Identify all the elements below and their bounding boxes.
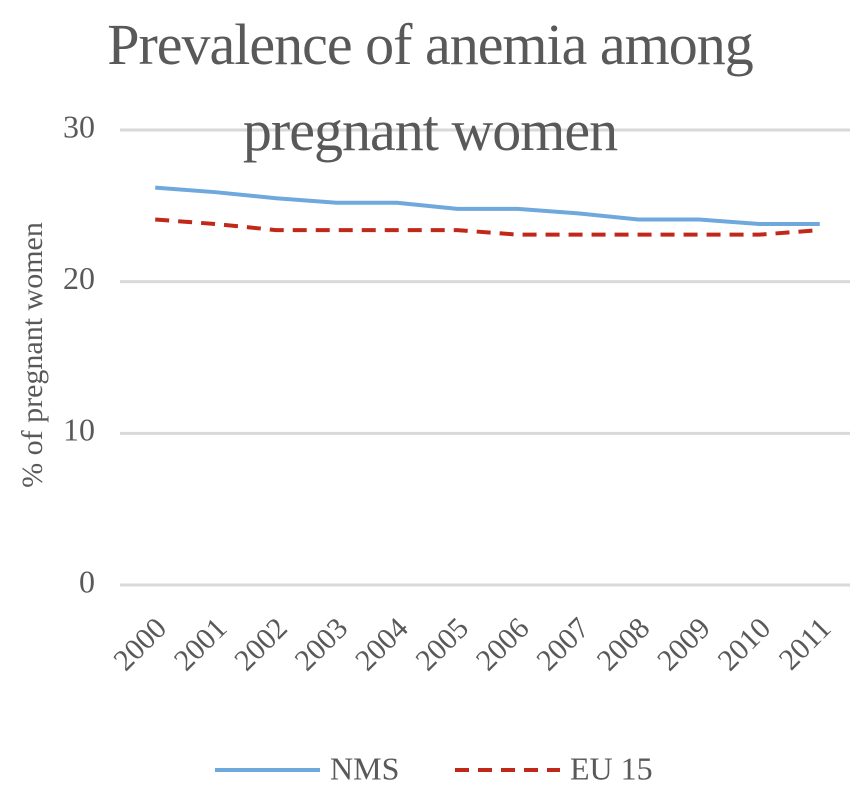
legend-label: EU 15 — [570, 750, 653, 786]
y-axis-label: % of pregnant women — [16, 222, 49, 488]
x-tick-label: 2002 — [228, 611, 294, 677]
x-tick-label: 2005 — [409, 611, 475, 677]
x-tick-label: 2011 — [773, 611, 838, 676]
legend-label: NMS — [330, 750, 399, 786]
x-tick-label: 2003 — [289, 611, 355, 677]
y-tick-label: 30 — [63, 108, 95, 144]
x-tick-label: 2007 — [530, 611, 596, 677]
x-tick-label: 2009 — [651, 611, 717, 677]
x-tick-label: 2010 — [711, 611, 777, 677]
y-tick-label: 0 — [79, 563, 95, 599]
y-tick-label: 10 — [63, 412, 95, 448]
x-tick-label: 2006 — [470, 611, 536, 677]
x-tick-label: 2001 — [168, 611, 234, 677]
chart-title: Prevalence of anemia among pregnant wome… — [107, 12, 754, 163]
x-tick-label: 2004 — [349, 611, 415, 677]
x-tick-label: 2000 — [107, 611, 173, 677]
x-tick-label: 2008 — [591, 611, 657, 677]
series-line — [155, 185, 820, 227]
series-line — [155, 217, 820, 237]
y-tick-label: 20 — [63, 260, 95, 296]
